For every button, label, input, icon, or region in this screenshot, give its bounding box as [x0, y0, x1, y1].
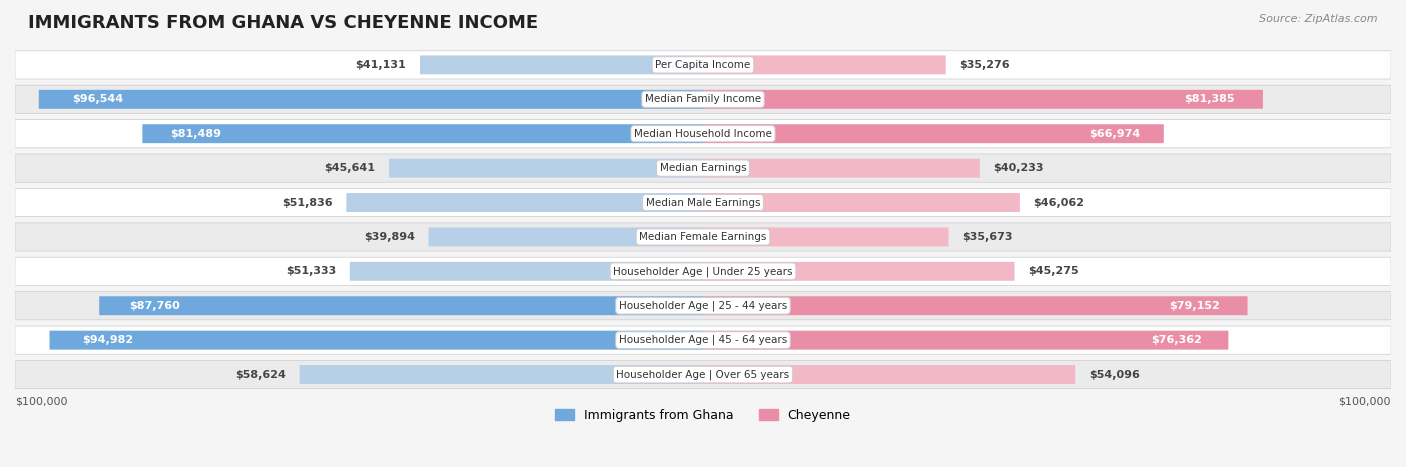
- FancyBboxPatch shape: [39, 90, 703, 109]
- Text: Median Female Earnings: Median Female Earnings: [640, 232, 766, 242]
- FancyBboxPatch shape: [49, 331, 703, 350]
- Text: IMMIGRANTS FROM GHANA VS CHEYENNE INCOME: IMMIGRANTS FROM GHANA VS CHEYENNE INCOME: [28, 14, 538, 32]
- Text: $79,152: $79,152: [1170, 301, 1220, 311]
- FancyBboxPatch shape: [703, 124, 1164, 143]
- FancyBboxPatch shape: [15, 257, 1391, 285]
- Text: $51,333: $51,333: [285, 266, 336, 276]
- FancyBboxPatch shape: [703, 193, 1019, 212]
- Text: Source: ZipAtlas.com: Source: ZipAtlas.com: [1260, 14, 1378, 24]
- FancyBboxPatch shape: [429, 227, 703, 247]
- FancyBboxPatch shape: [15, 154, 1391, 182]
- Text: $96,544: $96,544: [72, 94, 124, 104]
- FancyBboxPatch shape: [15, 291, 1391, 320]
- Text: $81,489: $81,489: [170, 129, 221, 139]
- FancyBboxPatch shape: [15, 120, 1391, 148]
- Text: $39,894: $39,894: [364, 232, 415, 242]
- Text: Householder Age | 25 - 44 years: Householder Age | 25 - 44 years: [619, 300, 787, 311]
- Text: $51,836: $51,836: [283, 198, 333, 207]
- Text: Householder Age | 45 - 64 years: Householder Age | 45 - 64 years: [619, 335, 787, 346]
- FancyBboxPatch shape: [703, 262, 1015, 281]
- FancyBboxPatch shape: [703, 331, 1229, 350]
- Text: Median Family Income: Median Family Income: [645, 94, 761, 104]
- FancyBboxPatch shape: [703, 90, 1263, 109]
- Legend: Immigrants from Ghana, Cheyenne: Immigrants from Ghana, Cheyenne: [550, 404, 856, 427]
- FancyBboxPatch shape: [15, 223, 1391, 251]
- Text: $45,641: $45,641: [325, 163, 375, 173]
- Text: $100,000: $100,000: [1339, 397, 1391, 407]
- FancyBboxPatch shape: [100, 296, 703, 315]
- Text: $76,362: $76,362: [1152, 335, 1202, 345]
- Text: $66,974: $66,974: [1090, 129, 1140, 139]
- FancyBboxPatch shape: [15, 361, 1391, 389]
- FancyBboxPatch shape: [15, 188, 1391, 217]
- FancyBboxPatch shape: [15, 85, 1391, 113]
- Text: $54,096: $54,096: [1088, 369, 1140, 380]
- Text: $35,673: $35,673: [962, 232, 1012, 242]
- Text: $58,624: $58,624: [235, 369, 285, 380]
- FancyBboxPatch shape: [703, 159, 980, 177]
- FancyBboxPatch shape: [703, 227, 949, 247]
- Text: $35,276: $35,276: [959, 60, 1010, 70]
- Text: $94,982: $94,982: [82, 335, 134, 345]
- FancyBboxPatch shape: [703, 365, 1076, 384]
- Text: Median Earnings: Median Earnings: [659, 163, 747, 173]
- Text: Median Household Income: Median Household Income: [634, 129, 772, 139]
- Text: $40,233: $40,233: [994, 163, 1045, 173]
- Text: $81,385: $81,385: [1184, 94, 1234, 104]
- FancyBboxPatch shape: [142, 124, 703, 143]
- FancyBboxPatch shape: [346, 193, 703, 212]
- Text: Median Male Earnings: Median Male Earnings: [645, 198, 761, 207]
- FancyBboxPatch shape: [703, 56, 946, 74]
- Text: $46,062: $46,062: [1033, 198, 1084, 207]
- FancyBboxPatch shape: [389, 159, 703, 177]
- FancyBboxPatch shape: [15, 51, 1391, 79]
- Text: $100,000: $100,000: [15, 397, 67, 407]
- Text: Householder Age | Under 25 years: Householder Age | Under 25 years: [613, 266, 793, 276]
- FancyBboxPatch shape: [15, 326, 1391, 354]
- Text: $45,275: $45,275: [1028, 266, 1078, 276]
- FancyBboxPatch shape: [350, 262, 703, 281]
- FancyBboxPatch shape: [299, 365, 703, 384]
- FancyBboxPatch shape: [703, 296, 1247, 315]
- Text: Per Capita Income: Per Capita Income: [655, 60, 751, 70]
- Text: Householder Age | Over 65 years: Householder Age | Over 65 years: [616, 369, 790, 380]
- Text: $41,131: $41,131: [356, 60, 406, 70]
- Text: $87,760: $87,760: [129, 301, 180, 311]
- FancyBboxPatch shape: [420, 56, 703, 74]
